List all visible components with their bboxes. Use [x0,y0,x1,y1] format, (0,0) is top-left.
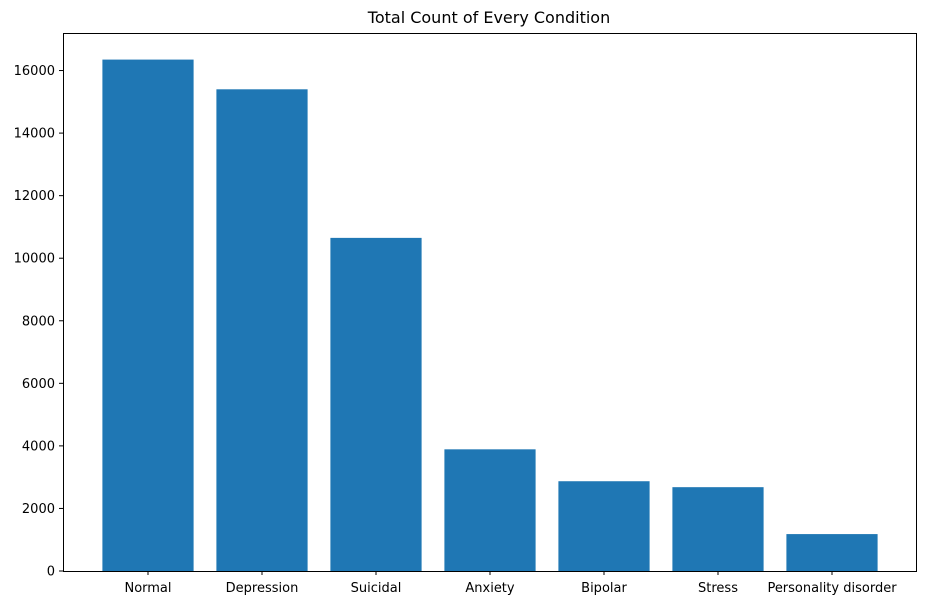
bar-suicidal [330,237,422,571]
y-tick-label: 0 [47,565,55,580]
bar-bipolar [558,481,650,571]
y-tick-label: 6000 [22,377,55,392]
x-tick-label: Depression [226,581,299,596]
bars-group [102,59,878,572]
y-tick-label: 12000 [14,189,55,204]
bar-stress [672,487,764,571]
y-tick-label: 16000 [14,64,55,79]
y-tick-label: 10000 [14,252,55,267]
x-tick-label: Personality disorder [767,581,897,596]
x-tick-label: Suicidal [351,581,402,596]
bar-depression [216,89,308,572]
y-tick-label: 8000 [22,314,55,329]
bar-personality-disorder [786,534,878,571]
y-tick-label: 14000 [14,127,55,142]
bar-normal [102,59,194,571]
y-axis: 0 2000 4000 6000 8000 10000 12000 14000 16000 [14,64,63,580]
x-tick-label: Anxiety [465,581,515,596]
x-tick-label: Stress [698,581,738,596]
plot-frame [63,33,917,572]
x-tick-label: Bipolar [581,581,627,596]
chart-title: Total Count of Every Condition [367,8,610,27]
x-axis: Normal Depression Suicidal Anxiety Bipolar St… [124,571,897,596]
bar-anxiety [444,449,536,571]
y-tick-label: 4000 [22,439,55,454]
x-tick-label: Normal [124,581,171,596]
y-tick-label: 2000 [22,502,55,517]
